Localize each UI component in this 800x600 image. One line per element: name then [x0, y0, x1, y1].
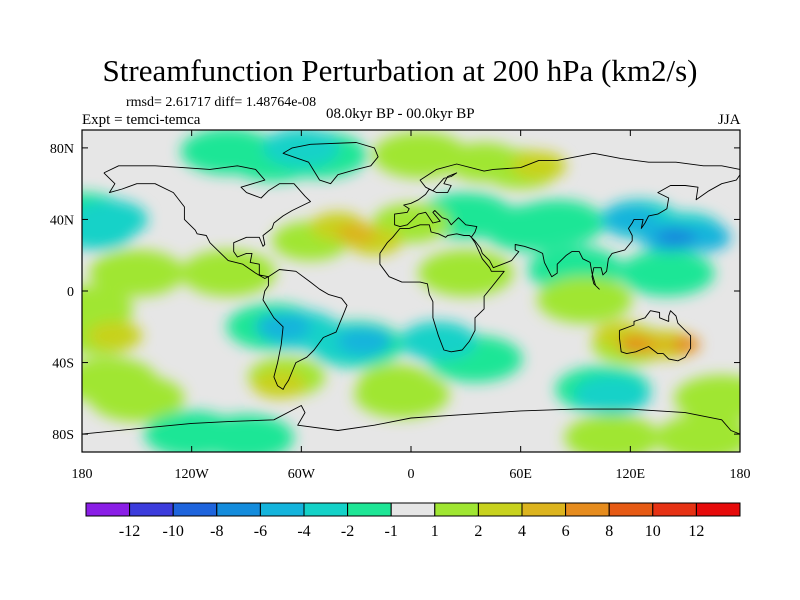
field-blob-53: [251, 369, 307, 399]
field-blob-44: [511, 151, 567, 181]
x-tick-label-5: 120E: [616, 467, 646, 482]
field-blob-11: [619, 249, 715, 297]
colorbar-label-4: -4: [297, 523, 310, 540]
field-blob-57: [655, 226, 697, 249]
colorbar-label-13: 12: [688, 523, 704, 540]
coastline-south-america: [262, 269, 348, 390]
colorbar-box-9: [477, 502, 523, 517]
field-blob-5: [89, 249, 185, 297]
field-blob-7: [418, 249, 514, 297]
colorbar-box-11: [565, 502, 610, 517]
colorbar-box-4: [259, 502, 305, 517]
field-blob-15: [89, 375, 185, 422]
y-tick-label-4: 80S: [52, 428, 74, 443]
x-tick-label-1: 120W: [175, 467, 210, 482]
colorbar-label-3: -6: [254, 523, 267, 540]
colorbar-label-6: -1: [385, 523, 398, 540]
x-tick-label-3: 0: [408, 467, 415, 482]
colorbar-label-10: 6: [562, 523, 570, 540]
field-blob-56: [336, 223, 377, 245]
colorbar-label-8: 2: [474, 523, 482, 540]
field-blob-31: [82, 210, 135, 250]
coastline-greenland: [282, 142, 379, 185]
field-blob-48: [602, 205, 658, 234]
x-tick-label-6: 180: [730, 467, 751, 482]
colorbar-box-8: [434, 502, 479, 517]
colorbar-box-12: [608, 502, 654, 517]
colorbar-label-11: 8: [605, 523, 613, 540]
season-label: JJA: [718, 112, 741, 128]
coastline-eurasia-africa: [379, 152, 740, 353]
field-blob-22: [674, 375, 740, 422]
x-tick-label-0: 180: [72, 467, 93, 482]
field-blob-27: [262, 130, 340, 168]
field-blob-41: [357, 364, 435, 404]
colorbar-label-12: 10: [645, 523, 661, 540]
colorbar-box-10: [521, 502, 567, 517]
colorbar-label-2: -8: [210, 523, 223, 540]
coastline-australia: [618, 310, 692, 362]
field-blob-39: [400, 321, 477, 361]
colorbar-box-14: [695, 502, 741, 517]
field-blob-60: [670, 335, 700, 354]
stats-label: rmsd= 2.61717 diff= 1.48764e-08: [126, 95, 317, 110]
y-tick-label-3: 40S: [52, 357, 74, 372]
colorbar-label-1: -10: [163, 523, 184, 540]
field-blob-25: [564, 414, 660, 452]
colorbar-box-3: [216, 502, 261, 517]
experiment-label: Expt = temci-temca: [82, 112, 201, 128]
field-blob-6: [180, 249, 276, 297]
colorbar-label-5: -2: [341, 523, 354, 540]
colorbar-box-7: [390, 502, 436, 517]
coastlines: [82, 142, 740, 435]
colorbar-label-7: 1: [431, 523, 439, 540]
period-label: 08.0kyr BP - 00.0kyr BP: [326, 106, 475, 122]
y-tick-label-1: 40N: [50, 213, 74, 228]
colorbar-box-2: [172, 502, 218, 517]
colorbar-box-6: [347, 502, 392, 517]
field-blob-26: [655, 414, 740, 452]
colorbar-box-0: [85, 502, 131, 517]
coastline-antarctica: [82, 405, 740, 435]
anomaly-field: [82, 130, 740, 452]
field-blob-50: [87, 321, 143, 351]
x-tick-label-4: 60E: [509, 467, 532, 482]
field-blob-3: [372, 131, 468, 179]
colorbar-box-5: [303, 502, 349, 517]
chart-title: Streamfunction Perturbation at 200 hPa (…: [102, 53, 698, 88]
field-blob-43: [573, 375, 651, 415]
x-tick-label-2: 60W: [288, 467, 316, 482]
colorbar-box-13: [652, 502, 697, 517]
field-blob-52: [337, 326, 393, 356]
field-blob-59: [619, 335, 649, 354]
field-blob-10: [509, 199, 605, 247]
colorbar-box-1: [129, 502, 174, 517]
y-tick-label-2: 0: [67, 285, 74, 300]
colorbar-label-9: 4: [518, 523, 526, 540]
y-tick-label-0: 80N: [50, 142, 74, 157]
field-blob-20: [537, 276, 633, 324]
coastline-north-america: [103, 165, 311, 279]
colorbar-label-0: -12: [119, 523, 140, 540]
field-blob-24: [198, 414, 295, 452]
